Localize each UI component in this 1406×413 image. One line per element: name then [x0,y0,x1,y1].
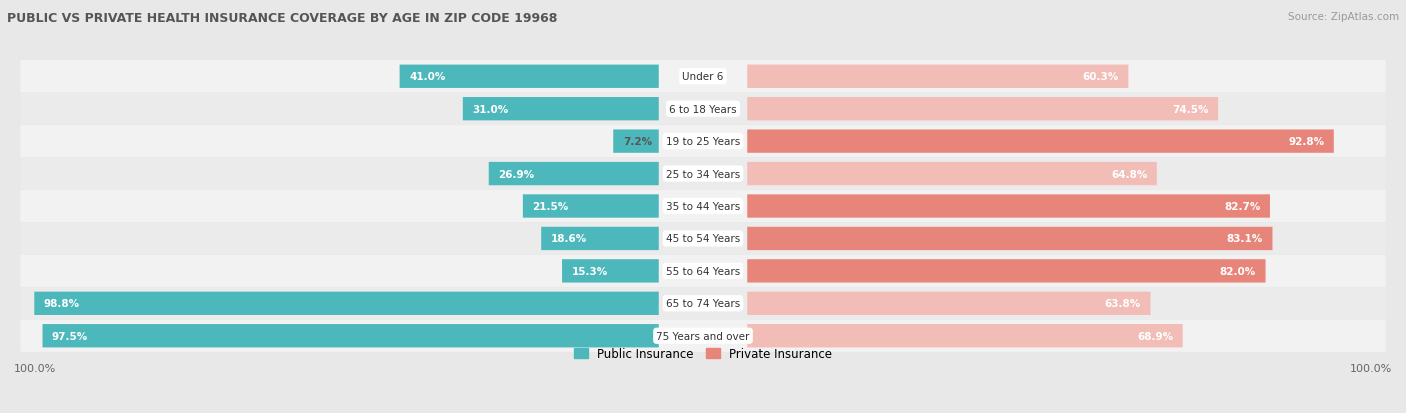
FancyBboxPatch shape [747,195,1270,218]
Text: 25 to 34 Years: 25 to 34 Years [666,169,740,179]
Text: 82.7%: 82.7% [1225,202,1260,211]
FancyBboxPatch shape [747,227,1272,251]
FancyBboxPatch shape [20,61,1386,93]
FancyBboxPatch shape [20,223,1386,255]
Text: 68.9%: 68.9% [1137,331,1173,341]
Text: 83.1%: 83.1% [1227,234,1263,244]
FancyBboxPatch shape [523,195,659,218]
Text: 18.6%: 18.6% [551,234,586,244]
FancyBboxPatch shape [20,93,1386,126]
Text: 75 Years and over: 75 Years and over [657,331,749,341]
Text: 74.5%: 74.5% [1173,104,1209,114]
FancyBboxPatch shape [747,259,1265,283]
FancyBboxPatch shape [20,126,1386,158]
Text: 98.8%: 98.8% [44,299,80,309]
Text: 45 to 54 Years: 45 to 54 Years [666,234,740,244]
Text: 19 to 25 Years: 19 to 25 Years [666,137,740,147]
Text: 15.3%: 15.3% [571,266,607,276]
Text: 21.5%: 21.5% [533,202,568,211]
Text: PUBLIC VS PRIVATE HEALTH INSURANCE COVERAGE BY AGE IN ZIP CODE 19968: PUBLIC VS PRIVATE HEALTH INSURANCE COVER… [7,12,557,25]
FancyBboxPatch shape [747,162,1157,186]
FancyBboxPatch shape [747,98,1218,121]
Text: 82.0%: 82.0% [1220,266,1256,276]
Text: 92.8%: 92.8% [1288,137,1324,147]
Text: Source: ZipAtlas.com: Source: ZipAtlas.com [1288,12,1399,22]
FancyBboxPatch shape [20,255,1386,287]
FancyBboxPatch shape [34,292,659,315]
FancyBboxPatch shape [20,287,1386,320]
Text: 60.3%: 60.3% [1083,72,1119,82]
Text: 7.2%: 7.2% [623,137,652,147]
Text: 64.8%: 64.8% [1111,169,1147,179]
FancyBboxPatch shape [747,130,1334,154]
FancyBboxPatch shape [489,162,659,186]
FancyBboxPatch shape [399,65,659,89]
FancyBboxPatch shape [747,324,1182,348]
Text: 97.5%: 97.5% [52,331,89,341]
FancyBboxPatch shape [747,65,1129,89]
Text: 100.0%: 100.0% [14,363,56,373]
Text: 26.9%: 26.9% [498,169,534,179]
FancyBboxPatch shape [613,130,659,154]
Text: 63.8%: 63.8% [1105,299,1142,309]
Legend: Public Insurance, Private Insurance: Public Insurance, Private Insurance [571,344,835,364]
Text: 35 to 44 Years: 35 to 44 Years [666,202,740,211]
Text: 41.0%: 41.0% [409,72,446,82]
FancyBboxPatch shape [20,190,1386,223]
Text: 65 to 74 Years: 65 to 74 Years [666,299,740,309]
FancyBboxPatch shape [541,227,659,251]
Text: Under 6: Under 6 [682,72,724,82]
Text: 6 to 18 Years: 6 to 18 Years [669,104,737,114]
FancyBboxPatch shape [42,324,659,348]
FancyBboxPatch shape [463,98,659,121]
Text: 55 to 64 Years: 55 to 64 Years [666,266,740,276]
FancyBboxPatch shape [747,292,1150,315]
Text: 31.0%: 31.0% [472,104,509,114]
FancyBboxPatch shape [562,259,659,283]
FancyBboxPatch shape [20,320,1386,352]
Text: 100.0%: 100.0% [1350,363,1392,373]
FancyBboxPatch shape [20,158,1386,190]
